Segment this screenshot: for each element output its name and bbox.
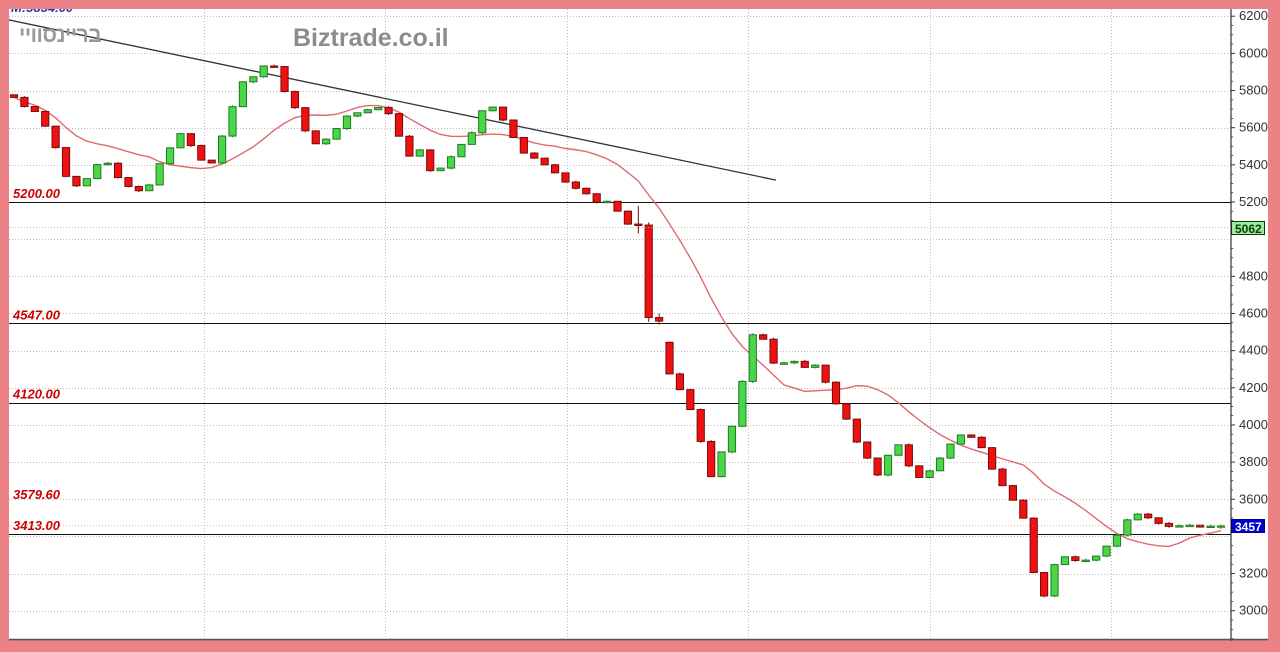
svg-text:4600: 4600 — [1239, 305, 1268, 320]
svg-text:3000: 3000 — [1239, 603, 1268, 618]
svg-text:4800: 4800 — [1239, 268, 1268, 283]
svg-text:5800: 5800 — [1239, 83, 1268, 98]
svg-text:6200: 6200 — [1239, 9, 1268, 23]
svg-text:5600: 5600 — [1239, 120, 1268, 135]
svg-text:4200: 4200 — [1239, 380, 1268, 395]
svg-text:5200: 5200 — [1239, 194, 1268, 209]
svg-text:3579.60: 3579.60 — [13, 487, 61, 502]
svg-text:3600: 3600 — [1239, 491, 1268, 506]
svg-text:3200: 3200 — [1239, 566, 1268, 581]
svg-text:4000: 4000 — [1239, 417, 1268, 432]
svg-text:3800: 3800 — [1239, 454, 1268, 469]
svg-text:4120.00: 4120.00 — [12, 387, 61, 402]
svg-text:4400: 4400 — [1239, 343, 1268, 358]
svg-text:4547.00: 4547.00 — [12, 307, 61, 322]
svg-text:5200.00: 5200.00 — [13, 186, 61, 201]
svg-text:6000: 6000 — [1239, 45, 1268, 60]
svg-text:5400: 5400 — [1239, 157, 1268, 172]
